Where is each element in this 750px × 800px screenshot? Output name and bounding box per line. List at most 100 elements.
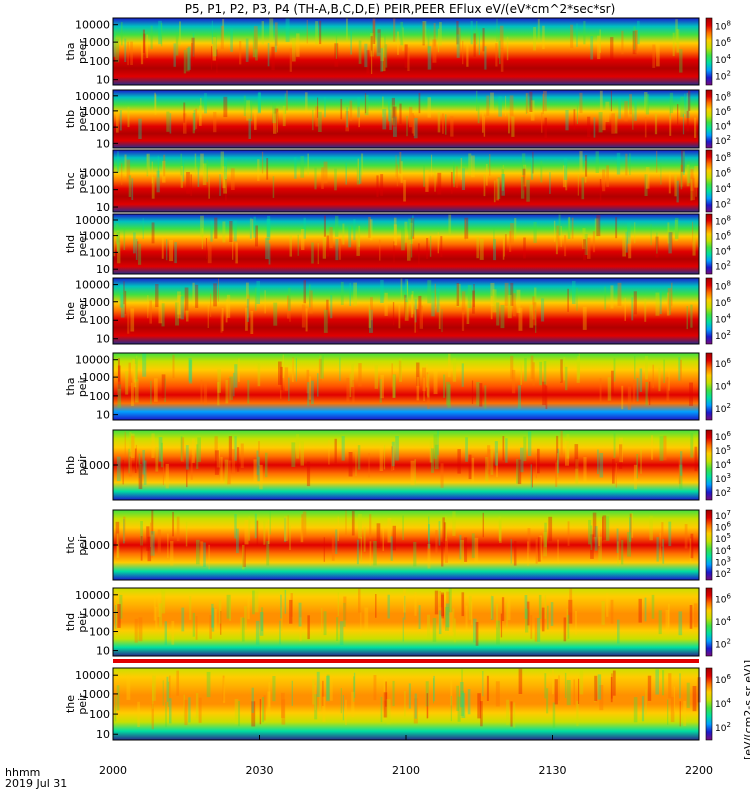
streak (180, 153, 183, 176)
streak (113, 33, 116, 57)
ytick-label: 100 (89, 390, 110, 403)
streak (396, 164, 399, 187)
panel-frame (112, 352, 700, 421)
streak (117, 604, 121, 628)
streak (576, 23, 578, 47)
streak (560, 359, 563, 383)
streak (691, 178, 695, 201)
streak (334, 168, 337, 191)
streak (404, 595, 406, 620)
streak (323, 215, 326, 237)
streak (431, 293, 435, 317)
streak (440, 236, 443, 258)
streak (548, 516, 553, 542)
streak (656, 43, 660, 67)
streak (409, 222, 413, 244)
streak (143, 460, 147, 485)
streak (610, 285, 614, 309)
streak (358, 40, 362, 64)
streak (448, 611, 453, 636)
streak (535, 309, 537, 333)
colorbar-thb-peer (705, 89, 713, 149)
streak (439, 22, 442, 46)
streak (269, 510, 271, 535)
streak (441, 592, 444, 617)
streak (518, 307, 523, 331)
streak (602, 169, 606, 192)
panel-thc-peer: thc peer 10 100 1000 102 104 106 108 (64, 149, 731, 214)
streak (299, 617, 302, 642)
streak (677, 104, 679, 125)
streak (611, 673, 613, 699)
streak (149, 300, 152, 324)
streak (309, 290, 313, 314)
streak (578, 353, 580, 377)
streak (590, 534, 594, 559)
streak (552, 702, 556, 728)
streak (659, 436, 664, 461)
streak (471, 155, 475, 178)
streak (619, 437, 623, 463)
streak (355, 451, 357, 476)
ytick-label: 100 (89, 184, 110, 197)
streak (246, 100, 250, 121)
streak (474, 537, 479, 563)
streak (692, 234, 696, 256)
streak (461, 363, 464, 387)
streak (330, 295, 333, 319)
streak (351, 363, 354, 387)
streak (391, 446, 393, 471)
streak (437, 430, 439, 456)
spectrogram-thc-peer (113, 150, 699, 212)
streak (191, 438, 195, 463)
streak (115, 605, 117, 629)
streak (147, 536, 152, 562)
streak (321, 608, 323, 632)
streak (291, 358, 294, 382)
streak (629, 513, 632, 539)
streak (409, 106, 413, 128)
ytick-label: 10 (96, 137, 110, 150)
streak (431, 448, 434, 473)
streak (307, 615, 310, 640)
streak (649, 381, 651, 406)
ylabel-line1: tha (64, 377, 77, 395)
streak (433, 370, 438, 395)
spectrogram-tha-peir (113, 353, 699, 420)
streak (456, 685, 459, 711)
streak (376, 523, 381, 548)
streak (530, 464, 532, 489)
streak (251, 687, 254, 713)
streak (644, 92, 648, 113)
streak (686, 92, 688, 114)
ytick-label: 10 (96, 645, 110, 658)
streak (301, 229, 305, 250)
streak (450, 116, 454, 137)
streak (382, 526, 384, 551)
streak (258, 441, 260, 466)
streak (471, 457, 475, 483)
ylabel-line1: the (64, 302, 77, 320)
streak (668, 232, 672, 254)
streak (265, 452, 268, 478)
streak (146, 153, 150, 176)
streak (321, 167, 324, 189)
streak (153, 596, 156, 621)
streak (587, 116, 591, 137)
streak (613, 358, 616, 382)
streak (197, 437, 201, 462)
streak (599, 453, 604, 478)
streak (190, 174, 192, 197)
streak (214, 450, 219, 475)
streak (306, 369, 310, 394)
streak (323, 611, 327, 636)
streak (297, 234, 299, 256)
streak (392, 680, 395, 707)
streak (506, 603, 508, 627)
streak (391, 363, 393, 387)
streak (234, 364, 238, 388)
streak (180, 436, 183, 461)
streak (210, 220, 213, 242)
streak (663, 359, 665, 383)
streak (357, 445, 361, 470)
